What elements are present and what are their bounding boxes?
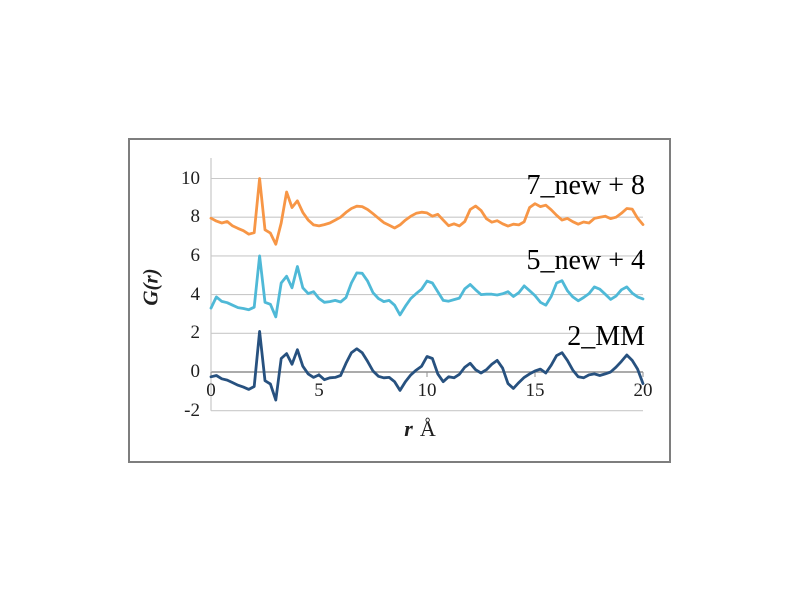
series-curve-2_MM <box>209 329 645 402</box>
y-tick-label: 2 <box>190 322 201 344</box>
x-axis-unit: Å <box>419 416 436 441</box>
series-curve-7_new <box>209 177 645 246</box>
x-tick-label: 5 <box>314 380 324 401</box>
x-tick-label: 20 <box>633 380 653 401</box>
y-tick-label: 0 <box>190 361 201 382</box>
y-tick-label: 4 <box>190 283 201 305</box>
x-tick-label: 10 <box>417 380 437 401</box>
y-tick-label: 8 <box>190 206 201 228</box>
series-label-2-mm: 2_MM <box>567 321 645 352</box>
y-tick-label: 10 <box>181 167 200 189</box>
x-tick-label: 0 <box>206 380 216 401</box>
x-tick-label: 15 <box>525 380 545 401</box>
series-label-5-new: 5_new + 4 <box>526 245 645 276</box>
x-axis-symbol: r <box>404 416 413 441</box>
series-label-7-new: 7_new + 8 <box>526 170 645 201</box>
series-curve-5_new <box>209 254 645 319</box>
y-tick-label: -2 <box>184 399 200 421</box>
plot-canvas <box>209 158 645 412</box>
y-tick-label: 6 <box>190 244 201 266</box>
